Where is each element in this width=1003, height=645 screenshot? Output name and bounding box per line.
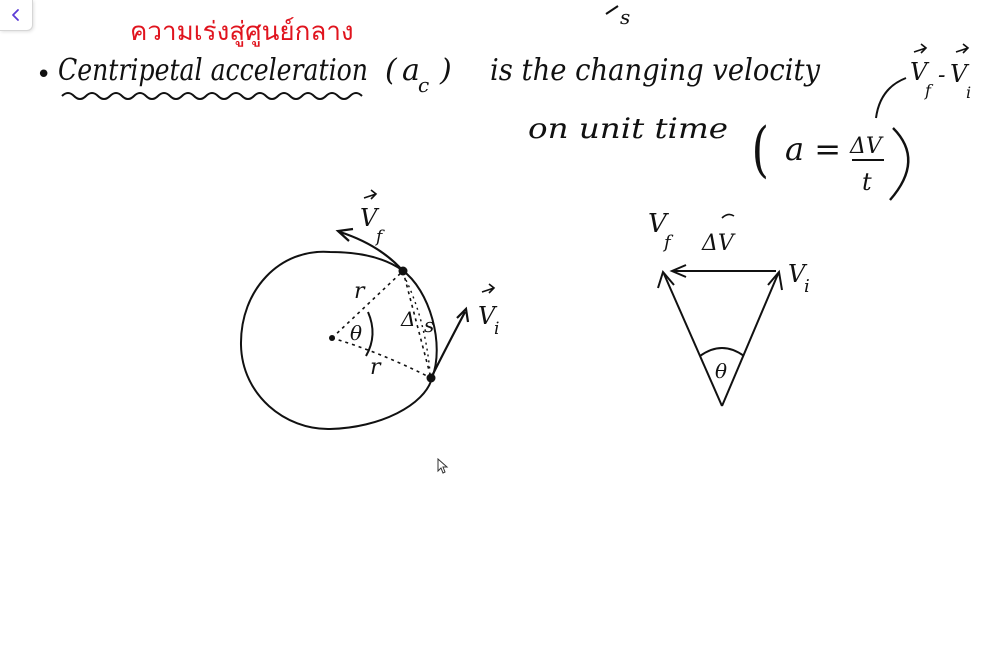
formula-lhs: a =: [785, 130, 841, 168]
symbol-open-paren: (: [385, 53, 398, 88]
vi-label: V: [478, 302, 498, 330]
triangle-delta-v-arrowhead: [669, 264, 687, 278]
triangle-vf-label: V: [648, 209, 669, 239]
radius-label-bottom: r: [370, 355, 382, 380]
triangle-vi-sub: i: [804, 276, 810, 297]
side-note-vf-sub: f: [924, 81, 934, 100]
radius-top: [331, 270, 404, 339]
bullet: •: [36, 60, 51, 90]
angle-arc: [365, 311, 374, 357]
delta-v-overline: [721, 213, 735, 219]
side-note-vi-sub: i: [966, 83, 971, 102]
chevron-left-icon: [12, 9, 19, 21]
formula-numerator: ΔV: [849, 134, 884, 159]
side-note-vf: V: [910, 58, 930, 86]
triangle-vf-sub: f: [662, 232, 674, 253]
side-note-vi-arrow: [955, 43, 970, 54]
symbol-sub-c: c: [418, 73, 429, 97]
triangle-angle-arc: [699, 347, 745, 357]
vf-label: V: [360, 204, 380, 232]
vi-label-arrow: [481, 283, 496, 294]
top-fragment: s: [620, 5, 630, 29]
side-note-connector: [875, 77, 907, 119]
vf-arrowhead: [335, 227, 354, 242]
thai-annotation: ความเร่งสู่ศูนย์กลาง: [130, 17, 354, 47]
definition-line2: on unit time: [528, 112, 728, 145]
vi-label-sub: i: [494, 319, 499, 339]
symbol-a: a: [402, 53, 420, 88]
radius-label-top: r: [354, 279, 366, 304]
vi-arrowhead: [456, 306, 470, 323]
triangle-delta-v-label: ΔV: [701, 231, 736, 256]
wavy-underline: [61, 92, 363, 100]
symbol-close-paren: ): [439, 53, 452, 88]
back-button[interactable]: [0, 0, 33, 31]
radius-bottom: [331, 337, 432, 379]
mouse-pointer-icon: [437, 458, 449, 474]
formula-close-paren-stroke: [889, 127, 910, 201]
vf-label-arrow: [363, 189, 378, 200]
term-text: Centripetal acceleration: [58, 53, 368, 88]
side-note-minus: -: [938, 63, 945, 88]
top-stroke: [605, 5, 619, 15]
formula-open-paren: (: [752, 115, 770, 185]
triangle-vi-arrowhead: [767, 269, 783, 291]
definition-line1: is the changing velocity: [490, 53, 821, 88]
formula-denominator: t: [862, 168, 872, 196]
theta-label-circle: θ: [350, 321, 362, 345]
arc-delta-s: [405, 279, 431, 373]
vf-vector: [339, 230, 404, 272]
triangle-side-vf: [663, 273, 723, 407]
side-note-vi: V: [950, 60, 970, 88]
chord-delta-s: [402, 270, 432, 379]
vi-vector: [430, 311, 466, 379]
triangle-vf-arrowhead: [657, 269, 675, 289]
triangle-side-vi: [721, 273, 779, 407]
delta-label: Δ: [400, 307, 415, 331]
triangle-vi-label: V: [788, 260, 808, 288]
vf-label-sub: f: [374, 227, 385, 247]
theta-label-triangle: θ: [715, 359, 727, 383]
s-label: s: [424, 313, 434, 337]
side-note-vf-arrow: [913, 43, 928, 54]
